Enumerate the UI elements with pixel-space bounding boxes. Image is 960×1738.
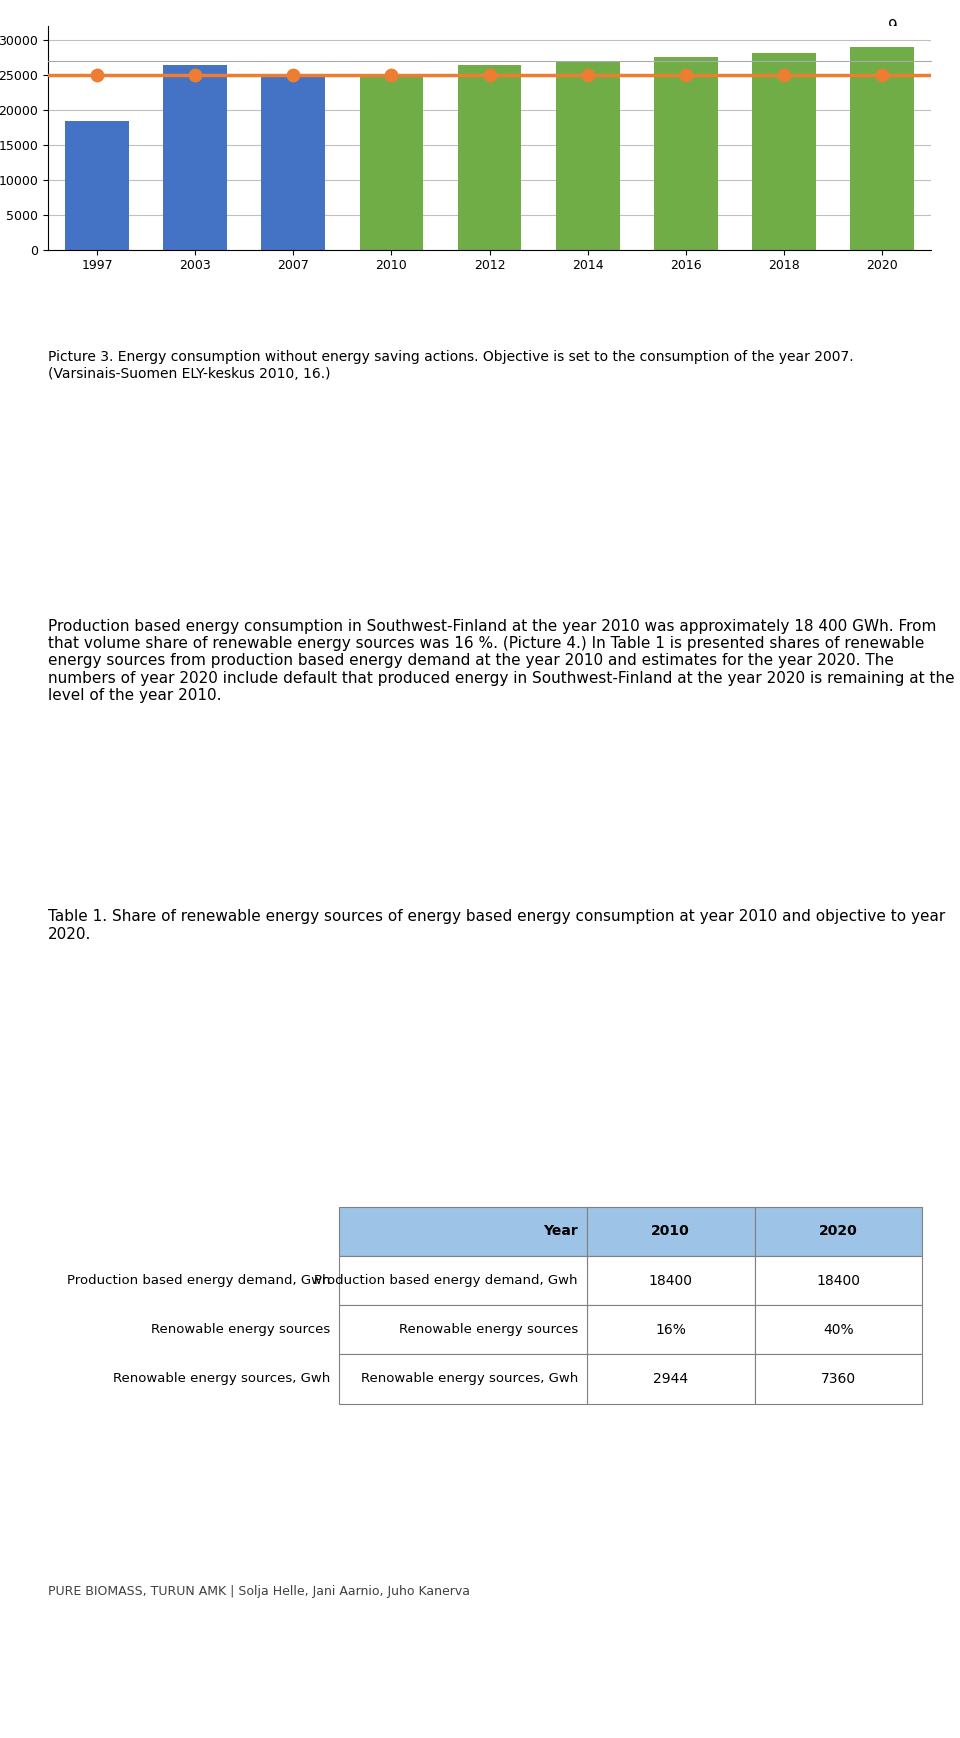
FancyBboxPatch shape <box>755 1206 923 1257</box>
Bar <box>261 75 325 250</box>
Text: 2944: 2944 <box>653 1371 688 1385</box>
Bar <box>458 66 521 250</box>
Point <box>580 61 595 89</box>
Text: Table 1. Share of renewable energy sources of energy based energy consumption at: Table 1. Share of renewable energy sourc… <box>48 909 946 942</box>
Bar <box>654 57 718 250</box>
Point <box>482 61 497 89</box>
Text: PURE BIOMASS, TURUN AMK | Solja Helle, Jani Aarnio, Juho Kanerva: PURE BIOMASS, TURUN AMK | Solja Helle, J… <box>48 1585 470 1597</box>
Bar <box>556 61 619 250</box>
FancyBboxPatch shape <box>340 1354 587 1404</box>
Bar <box>65 122 129 250</box>
Point <box>678 61 693 89</box>
Text: Production based energy consumption in Southwest-Finland at the year 2010 was ap: Production based energy consumption in S… <box>48 619 954 704</box>
Text: 40%: 40% <box>823 1323 853 1337</box>
Text: 2020: 2020 <box>819 1224 858 1239</box>
Point <box>286 61 301 89</box>
FancyBboxPatch shape <box>340 1257 587 1305</box>
Text: Picture 3. Energy consumption without energy saving actions. Objective is set to: Picture 3. Energy consumption without en… <box>48 351 853 381</box>
Text: 16%: 16% <box>656 1323 686 1337</box>
Text: Renowable energy sources, Gwh: Renowable energy sources, Gwh <box>361 1373 578 1385</box>
Text: Renowable energy sources: Renowable energy sources <box>398 1323 578 1337</box>
Text: 2010: 2010 <box>651 1224 690 1239</box>
Text: 7360: 7360 <box>821 1371 856 1385</box>
Text: Renowable energy sources: Renowable energy sources <box>152 1323 330 1337</box>
Point <box>777 61 792 89</box>
Point <box>187 61 203 89</box>
FancyBboxPatch shape <box>340 1305 587 1354</box>
Text: Production based energy demand, Gwh: Production based energy demand, Gwh <box>315 1274 578 1288</box>
FancyBboxPatch shape <box>587 1305 755 1354</box>
Text: Year: Year <box>543 1224 578 1239</box>
FancyBboxPatch shape <box>755 1354 923 1404</box>
Point <box>384 61 399 89</box>
Text: 18400: 18400 <box>816 1274 860 1288</box>
Bar <box>851 47 914 250</box>
FancyBboxPatch shape <box>587 1206 755 1257</box>
Text: 18400: 18400 <box>649 1274 693 1288</box>
Point <box>89 61 105 89</box>
Text: 9: 9 <box>888 19 898 33</box>
Bar <box>163 66 228 250</box>
FancyBboxPatch shape <box>755 1305 923 1354</box>
FancyBboxPatch shape <box>587 1257 755 1305</box>
Text: Renowable energy sources, Gwh: Renowable energy sources, Gwh <box>113 1373 330 1385</box>
Bar <box>360 75 423 250</box>
Point <box>875 61 890 89</box>
FancyBboxPatch shape <box>587 1354 755 1404</box>
FancyBboxPatch shape <box>755 1257 923 1305</box>
FancyBboxPatch shape <box>340 1206 587 1257</box>
Text: Production based energy demand, Gwh: Production based energy demand, Gwh <box>67 1274 330 1288</box>
Bar <box>752 52 816 250</box>
